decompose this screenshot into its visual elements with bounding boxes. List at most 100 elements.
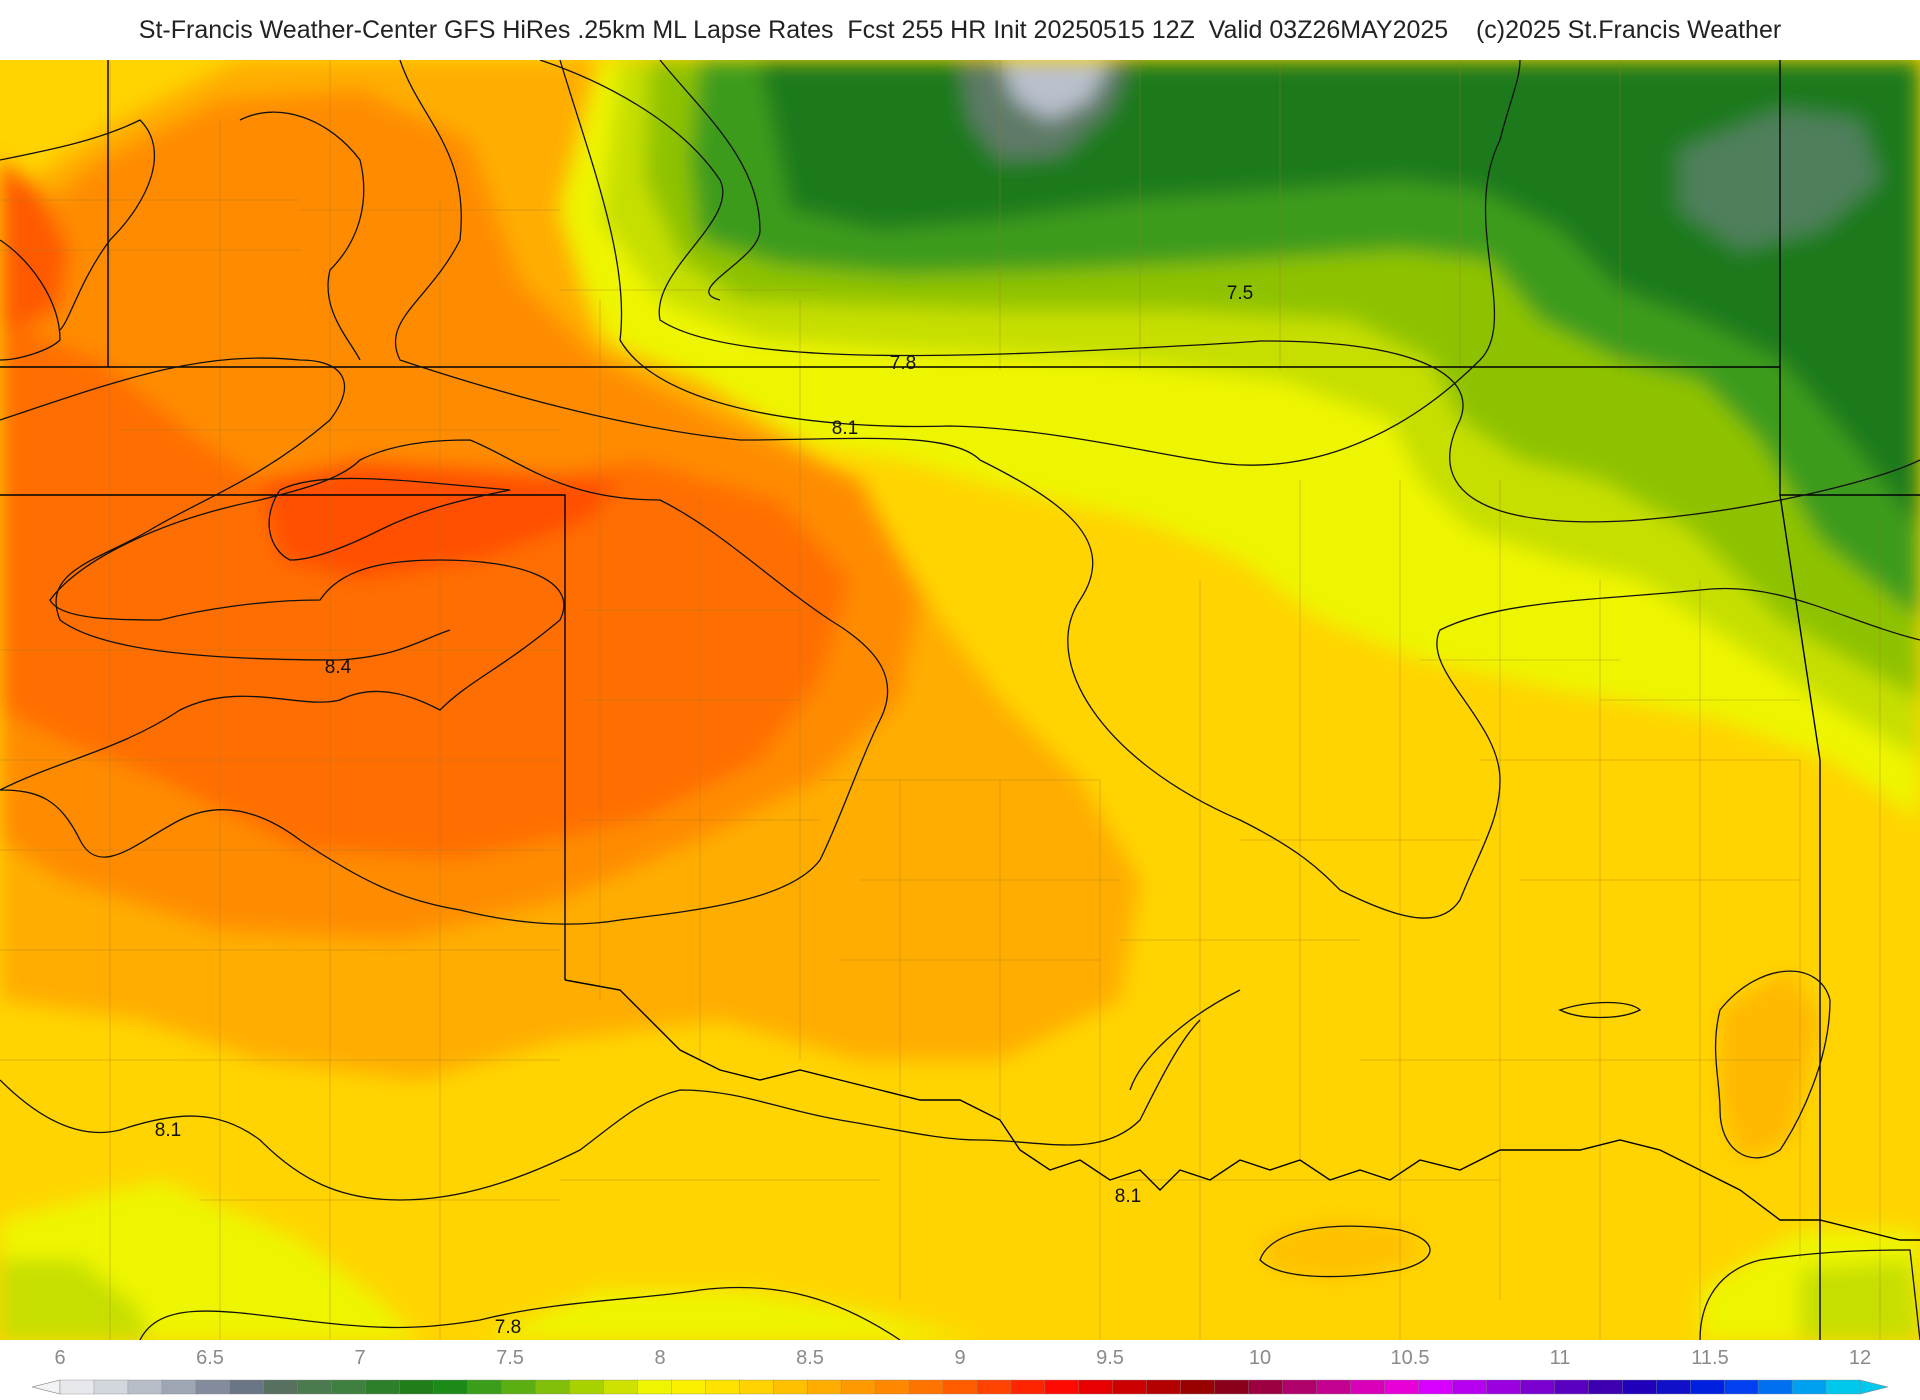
scale-color-cell bbox=[433, 1379, 469, 1395]
scale-color-cell bbox=[806, 1379, 842, 1395]
scale-tick-label: 11.5 bbox=[1691, 1347, 1728, 1369]
contour-7_8-se bbox=[1699, 1249, 1920, 1340]
scale-color-cell bbox=[263, 1379, 299, 1395]
contour-8_1-outer bbox=[0, 357, 1241, 1201]
scale-color-cell bbox=[1622, 1379, 1657, 1395]
scale-tick-label: 9.5 bbox=[1096, 1347, 1124, 1369]
contour-label-group: 7.5 7.8 8.1 8.4 8.1 8.1 7.8 bbox=[155, 283, 1253, 1338]
scale-color-cell bbox=[1520, 1379, 1556, 1395]
scale-color-cell bbox=[840, 1379, 876, 1395]
scale-color-cell bbox=[59, 1379, 95, 1395]
scale-color-cell bbox=[1078, 1379, 1114, 1395]
scale-tick-labels: 6 6.5 7 7.5 8 8.5 9 9.5 10 10.5 11 11.5 12 bbox=[54, 1347, 1871, 1369]
contour-label-8_1-s: 8.1 bbox=[1115, 1186, 1141, 1207]
contour-label-7_8-s: 7.8 bbox=[495, 1317, 521, 1338]
scale-color-cell bbox=[1486, 1379, 1522, 1395]
scale-color-cell bbox=[603, 1379, 639, 1395]
filled-lapse-rate-field bbox=[0, 60, 1920, 1340]
scale-color-cell bbox=[739, 1379, 774, 1395]
scale-color-cell bbox=[331, 1379, 367, 1395]
scale-color-cell bbox=[365, 1379, 401, 1395]
scale-color-cell bbox=[1689, 1379, 1725, 1395]
scale-color-cell bbox=[976, 1379, 1012, 1395]
scale-color-cell bbox=[1350, 1379, 1386, 1395]
scale-color-cell bbox=[127, 1379, 163, 1395]
field-band-8_2-s bbox=[1260, 1220, 1420, 1280]
scale-color-cell bbox=[1214, 1379, 1250, 1395]
contour-lines bbox=[0, 60, 1920, 1340]
scale-color-cell bbox=[399, 1379, 435, 1395]
scale-tick-label: 7 bbox=[354, 1347, 365, 1369]
contour-label-7_8: 7.8 bbox=[890, 353, 916, 374]
scale-tick-label: 10.5 bbox=[1391, 1347, 1430, 1369]
scale-tick-label: 12 bbox=[1849, 1347, 1871, 1369]
contour-8_7 bbox=[268, 477, 511, 561]
contour-8_1 bbox=[394, 60, 1920, 919]
field-band-7_5-sw bbox=[0, 1260, 150, 1340]
field-band-7_8-s bbox=[480, 1290, 980, 1340]
contour-8_7-nw bbox=[0, 239, 61, 361]
scale-tick-label: 6 bbox=[54, 1347, 65, 1369]
scale-arrow-high bbox=[1859, 1379, 1889, 1395]
contour-label-8_1-w: 8.1 bbox=[155, 1120, 181, 1141]
scale-color-cell bbox=[1282, 1379, 1318, 1395]
scale-tick-label: 7.5 bbox=[496, 1347, 524, 1369]
field-band-7_6-se bbox=[1800, 1260, 1920, 1340]
scale-color-cell bbox=[1723, 1379, 1759, 1395]
scale-color-cell bbox=[1146, 1379, 1182, 1395]
scale-color-cell bbox=[1656, 1379, 1691, 1395]
scale-color-cell bbox=[705, 1379, 740, 1395]
scale-color-cell bbox=[1384, 1379, 1420, 1395]
contour-8_4-n bbox=[239, 111, 365, 361]
scale-color-cell bbox=[1825, 1379, 1861, 1395]
scale-color-cell bbox=[671, 1379, 706, 1395]
scale-color-cell bbox=[1588, 1379, 1623, 1395]
red-river-border bbox=[564, 979, 1920, 1241]
scale-color-cell bbox=[93, 1379, 129, 1395]
scale-color-cell bbox=[297, 1379, 333, 1395]
contour-7_8-s bbox=[139, 1286, 901, 1340]
oklahoma-arkansas-border bbox=[1779, 494, 1821, 1220]
field-band-8_7 bbox=[260, 460, 620, 580]
contour-8_4-nw bbox=[0, 119, 156, 331]
field-band-8_2-se bbox=[1720, 970, 1820, 1160]
scale-tick-label: 11 bbox=[1550, 1347, 1571, 1369]
contour-label-8_1-n: 8.1 bbox=[832, 418, 858, 439]
scale-tick-label: 9 bbox=[954, 1347, 965, 1369]
contour-7_8 bbox=[559, 60, 1521, 466]
field-band-8_6-nw bbox=[0, 160, 70, 330]
scale-color-cell bbox=[229, 1379, 265, 1395]
scale-tick-label: 10 bbox=[1249, 1347, 1271, 1369]
scale-color-cell bbox=[1791, 1379, 1827, 1395]
scale-color-cell bbox=[1452, 1379, 1488, 1395]
scale-color-cell bbox=[1418, 1379, 1454, 1395]
field-band-6_2 bbox=[1000, 60, 1110, 120]
lapse-rate-map: 7.5 7.8 8.1 8.4 8.1 8.1 7.8 bbox=[0, 60, 1920, 1340]
oklahoma-panhandle-border bbox=[0, 494, 566, 980]
county-borders bbox=[0, 60, 1881, 1340]
scale-color-cell bbox=[1044, 1379, 1080, 1395]
scale-color-cell bbox=[1316, 1379, 1352, 1395]
scale-color-cell bbox=[195, 1379, 231, 1395]
scale-color-cell bbox=[1180, 1379, 1216, 1395]
contour-8_4 bbox=[0, 439, 889, 925]
scale-color-cell bbox=[1757, 1379, 1793, 1395]
scale-arrow-low bbox=[31, 1379, 61, 1395]
state-borders bbox=[0, 60, 1920, 1340]
scale-color-cell bbox=[501, 1379, 537, 1395]
field-band-8_5 bbox=[0, 320, 850, 860]
color-scale: 6 6.5 7 7.5 8 8.5 9 9.5 10 10.5 11 11.5 12 bbox=[31, 1347, 1889, 1395]
contour-label-7_5: 7.5 bbox=[1227, 283, 1253, 304]
scale-color-cell bbox=[1248, 1379, 1284, 1395]
scale-color-cell bbox=[874, 1379, 910, 1395]
scale-color-cell bbox=[942, 1379, 978, 1395]
scale-color-cell bbox=[1554, 1379, 1590, 1395]
scale-color-cell bbox=[467, 1379, 503, 1395]
scale-tick-label: 8 bbox=[654, 1347, 665, 1369]
contour-label-8_4: 8.4 bbox=[325, 657, 352, 678]
scale-color-cell bbox=[535, 1379, 571, 1395]
contour-8_2-e-ring bbox=[1558, 1001, 1642, 1019]
scale-color-cell bbox=[908, 1379, 944, 1395]
scale-color-cell bbox=[1112, 1379, 1148, 1395]
scale-tick-label: 6.5 bbox=[196, 1347, 224, 1369]
